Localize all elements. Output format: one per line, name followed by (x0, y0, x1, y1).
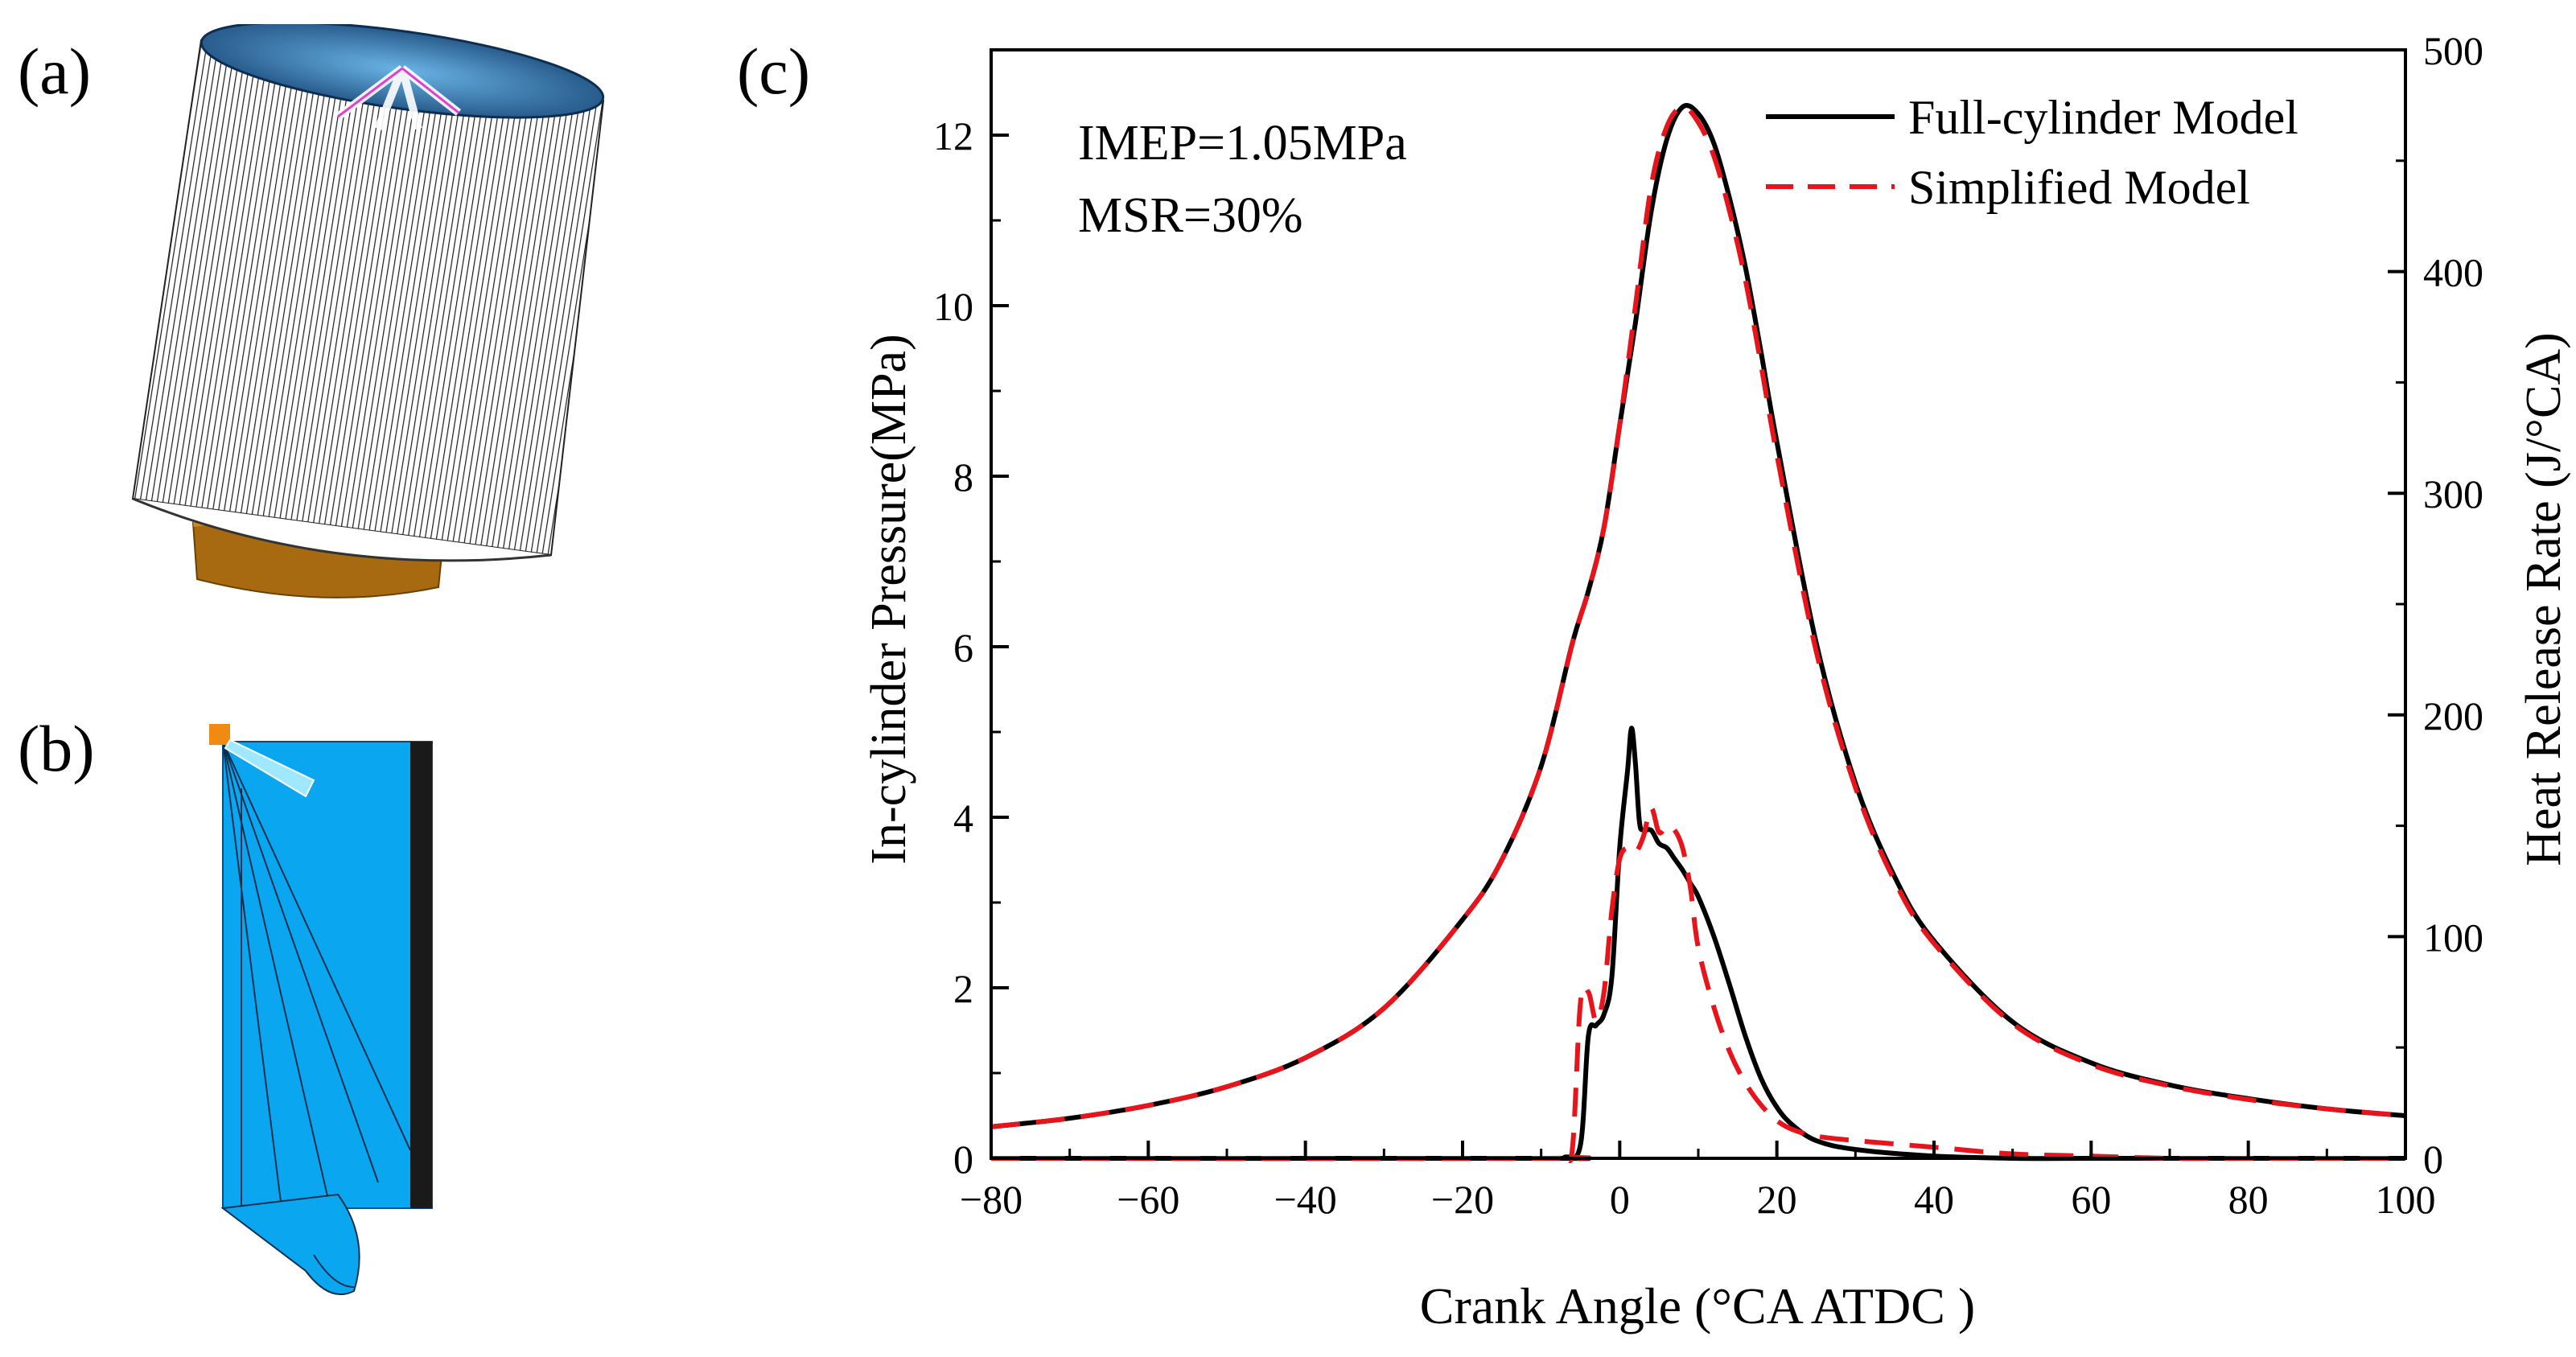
panel-label-a: (a) (18, 35, 92, 108)
y-right-tick-label: 0 (2423, 1137, 2443, 1182)
y-left-tick-label: 2 (953, 966, 973, 1011)
legend-label-simplified: Simplified Model (1908, 161, 2250, 214)
simplified-pressure-line (990, 105, 2406, 1129)
x-tick-label: −40 (1274, 1177, 1337, 1222)
y-left-tick-label: 6 (953, 625, 973, 670)
full-cylinder-pressure-line (990, 103, 2406, 1129)
y-left-tick-label: 8 (953, 454, 973, 500)
injector-nozzle-icon (209, 724, 315, 798)
x-tick-label: 0 (1610, 1177, 1630, 1222)
panel-label-c: (c) (737, 35, 811, 108)
x-tick-label: −80 (960, 1177, 1023, 1222)
legend: Full-cylinder Model Simplified Model (1766, 91, 2298, 214)
sector-domain (220, 741, 433, 1295)
x-tick-label: 20 (1757, 1177, 1797, 1222)
cylinder-body-mesh (131, 39, 605, 562)
legend-label-full: Full-cylinder Model (1908, 91, 2298, 144)
annotation-imep: IMEP=1.05MPa (1078, 116, 1407, 171)
y-left-tick-label: 0 (953, 1137, 973, 1182)
y-right-tick-label: 500 (2423, 28, 2483, 73)
x-tick-label: 40 (1914, 1177, 1954, 1222)
x-tick-label: −60 (1117, 1177, 1179, 1222)
cylinder-head-mesh (200, 24, 605, 130)
panel-label-b: (b) (18, 712, 95, 785)
x-tick-label: −20 (1431, 1177, 1494, 1222)
sector-mesh-icon (209, 724, 433, 1295)
x-axis-title: Crank Angle (°CA ATDC ) (1420, 1277, 1975, 1334)
y-right-tick-label: 200 (2423, 693, 2483, 738)
y-right-tick-label: 300 (2423, 471, 2483, 516)
full-cylinder-hrr-line (990, 726, 2405, 1162)
annotation-msr: MSR=30% (1078, 188, 1303, 243)
y-left-tick-label: 10 (933, 284, 973, 329)
full-cylinder-mesh-icon (131, 24, 605, 598)
y-right-tick-label: 400 (2423, 250, 2483, 295)
simplified-hrr-line (990, 805, 2405, 1164)
x-tick-label: 100 (2376, 1177, 2436, 1222)
x-tick-label: 80 (2228, 1177, 2269, 1222)
y-left-tick-label: 12 (933, 113, 973, 158)
y-axis-right-title: Heat Release Rate (J/°CA) (2516, 332, 2571, 866)
y-axis-left-title: In-cylinder Pressure(MPa) (862, 334, 916, 864)
y-left-tick-label: 4 (953, 796, 973, 841)
x-tick-label: 60 (2071, 1177, 2111, 1222)
y-right-tick-label: 100 (2423, 915, 2483, 960)
